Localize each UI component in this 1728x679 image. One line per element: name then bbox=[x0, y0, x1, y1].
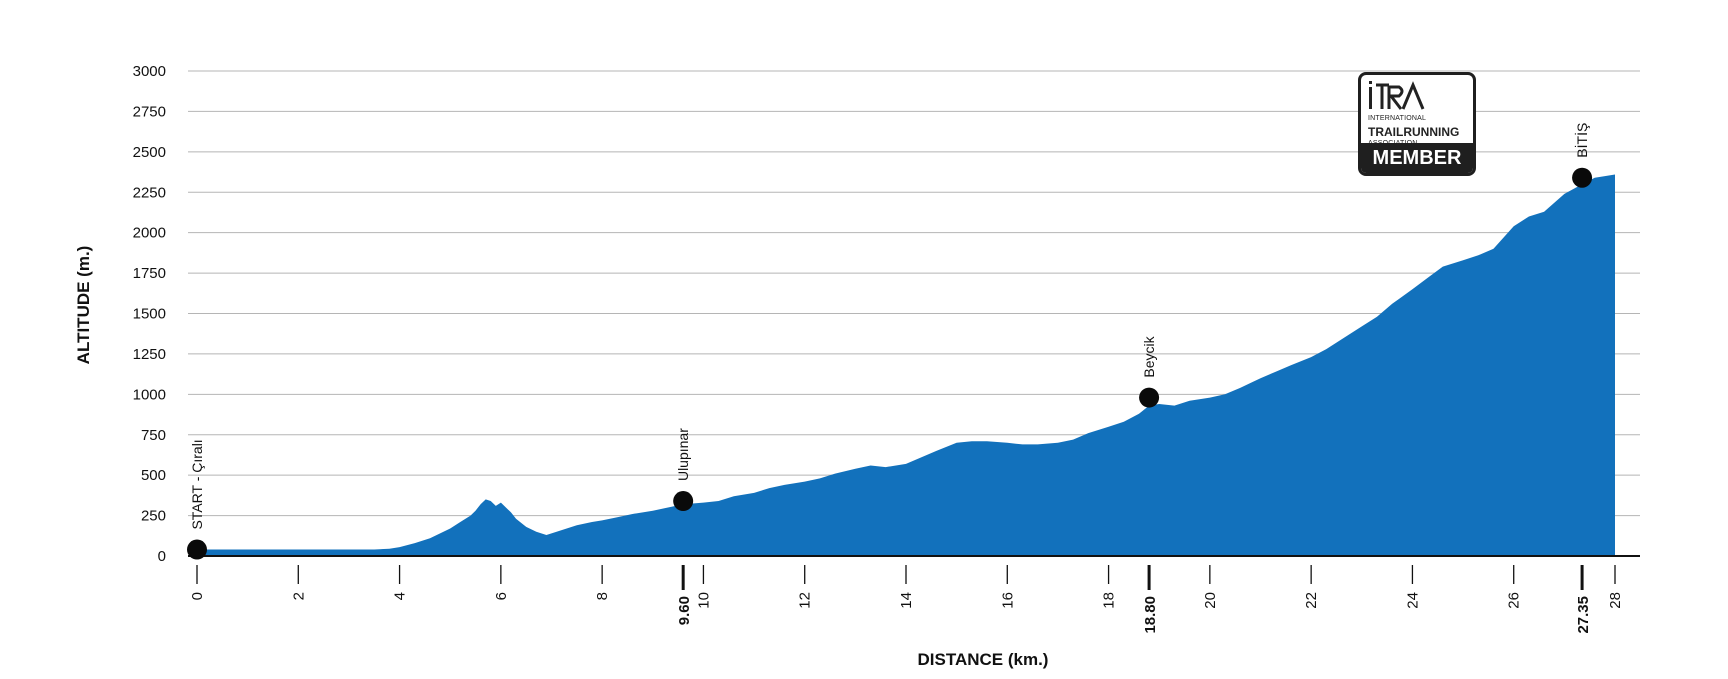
y-tick-label: 750 bbox=[141, 427, 166, 444]
waypoint-label: Ulupınar bbox=[675, 428, 691, 481]
waypoint-label: START - Çıralı bbox=[189, 439, 205, 529]
x-tick-label: 24 bbox=[1404, 592, 1421, 609]
x-tick-label: 22 bbox=[1303, 592, 1320, 609]
elevation-area bbox=[197, 174, 1615, 556]
waypoint-label: Beycik bbox=[1141, 335, 1157, 377]
x-tick-label: 18 bbox=[1101, 592, 1118, 609]
y-axis-title: ALTITUDE (m.) bbox=[74, 246, 93, 365]
x-axis-ticks: 0 2 4 6 8 10 12 14 16 18 20 22 24 26 28 bbox=[189, 565, 1624, 609]
x-tick-label: 14 bbox=[898, 592, 915, 609]
waypoint-km-label: 18.80 bbox=[1142, 596, 1159, 634]
x-tick-label: 16 bbox=[999, 592, 1016, 609]
x-tick-label: 26 bbox=[1506, 592, 1523, 609]
y-tick-label: 2500 bbox=[133, 144, 166, 161]
x-tick-label: 6 bbox=[493, 592, 510, 600]
x-tick-label: 8 bbox=[594, 592, 611, 600]
x-tick-label: 4 bbox=[392, 592, 409, 600]
badge-line-1: INTERNATIONAL bbox=[1368, 115, 1427, 122]
x-tick-label: 10 bbox=[695, 592, 712, 609]
x-tick-label: 20 bbox=[1202, 592, 1219, 609]
waypoint-marker bbox=[1572, 167, 1593, 188]
y-tick-label: 500 bbox=[141, 467, 166, 484]
badge-line-2: TRAILRUNNING bbox=[1368, 125, 1460, 139]
waypoint-marker bbox=[187, 539, 207, 560]
x-tick-label: 2 bbox=[290, 592, 307, 600]
y-tick-label: 3000 bbox=[133, 63, 166, 80]
waypoints: START - Çıralı Ulupınar 9.60 Beycik 18.80 BİT… bbox=[187, 123, 1593, 634]
y-tick-label: 2750 bbox=[133, 103, 166, 120]
waypoint-km-label: 27.35 bbox=[1575, 596, 1592, 634]
waypoint-marker bbox=[673, 491, 694, 512]
x-tick-label: 28 bbox=[1607, 592, 1624, 609]
x-axis-title: DISTANCE (km.) bbox=[918, 650, 1049, 669]
itra-logo-icon bbox=[1369, 81, 1425, 110]
y-tick-label: 2000 bbox=[133, 225, 166, 242]
itra-member-badge: INTERNATIONAL TRAILRUNNING ASSOCIATION M… bbox=[1358, 72, 1476, 176]
waypoint-marker bbox=[1139, 387, 1160, 408]
waypoint-km-label: 9.60 bbox=[676, 596, 693, 625]
waypoint-label: BİTİŞ bbox=[1573, 123, 1590, 158]
y-tick-label: 1500 bbox=[133, 306, 166, 323]
y-tick-label: 1750 bbox=[133, 265, 166, 282]
y-tick-label: 2250 bbox=[133, 184, 166, 201]
y-tick-label: 1250 bbox=[133, 346, 166, 363]
y-axis-ticks: 0 250 500 750 1000 1250 1500 1750 2000 2250 2500 27… bbox=[133, 63, 166, 565]
x-tick-label: 0 bbox=[189, 592, 206, 600]
y-tick-label: 1000 bbox=[133, 386, 166, 403]
y-tick-label: 0 bbox=[158, 548, 166, 565]
badge-member: MEMBER bbox=[1361, 143, 1473, 173]
y-tick-label: 250 bbox=[141, 508, 166, 525]
x-tick-label: 12 bbox=[797, 592, 814, 609]
